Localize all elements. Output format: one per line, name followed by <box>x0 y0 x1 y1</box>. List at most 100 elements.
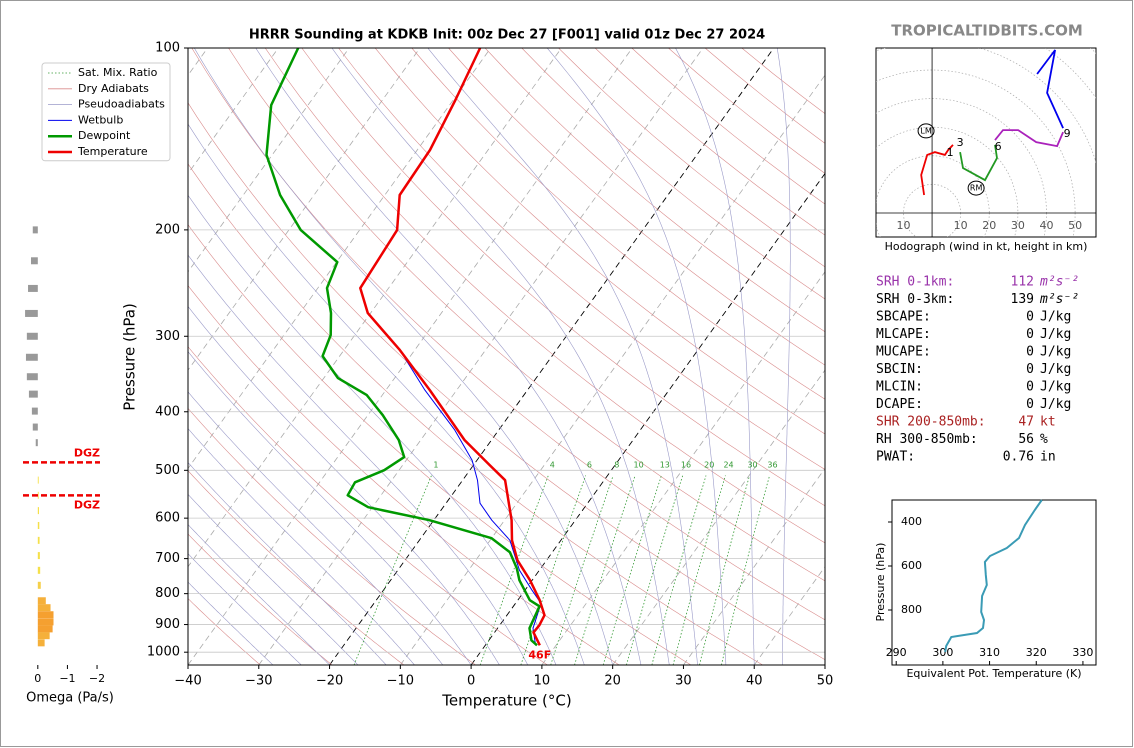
legend-label: Temperature <box>77 145 148 158</box>
x-tick-label: 50 <box>817 674 834 689</box>
mixing-ratio-label: 20 <box>704 461 714 470</box>
hodograph-tick-label: 40 <box>1040 219 1054 232</box>
omega-bar <box>37 566 41 574</box>
omega-bar <box>32 423 38 431</box>
index-label: SBCIN: <box>876 362 923 377</box>
isotherm <box>329 48 775 665</box>
omega-bar <box>26 332 38 340</box>
index-value: 0 <box>1026 310 1034 325</box>
index-unit: J/kg <box>1040 310 1071 325</box>
mixing-ratio-label: 10 <box>634 461 644 470</box>
omega-bar <box>37 597 46 605</box>
index-value: 0 <box>1026 327 1034 342</box>
omega-bar <box>37 552 40 560</box>
thetae-x-tick-label: 330 <box>1072 646 1093 659</box>
hodograph-tick-label: 30 <box>1011 219 1025 232</box>
mixing-ratio-label: 24 <box>723 461 733 470</box>
thetae-frame <box>891 499 1097 666</box>
omega-bar <box>37 604 51 612</box>
isotherm <box>188 48 633 665</box>
legend-label: Dewpoint <box>78 129 131 142</box>
index-unit: J/kg <box>1040 345 1071 360</box>
omega-bar <box>28 390 38 398</box>
pseudoadiabat <box>188 524 330 665</box>
hodograph: 10 10 20 30 40 50 13 6 9 LM RM <box>875 47 1097 238</box>
dry-adiabat <box>188 285 620 665</box>
omega-axis-label: Omega (Pa/s) <box>26 691 114 706</box>
x-tick-label: −30 <box>245 674 272 689</box>
profile-line <box>359 47 546 646</box>
x-axis-label: Temperature (°C) <box>441 692 571 710</box>
mixing-ratio-label: 30 <box>747 461 757 470</box>
index-value: 47 <box>1018 415 1034 430</box>
mixing-ratio-label: 8 <box>614 461 619 470</box>
index-unit: J/kg <box>1040 397 1071 412</box>
index-value: 0.76 <box>1003 450 1034 465</box>
omega-bar <box>35 439 38 447</box>
dry-adiabat <box>191 48 825 621</box>
omega-bar <box>37 521 40 529</box>
thetae-plot: 290 300 310 320 330 400 600 800 <box>886 499 1097 666</box>
storm-motion-label: LM <box>920 126 931 135</box>
mixing-ratio-label: 13 <box>660 461 670 470</box>
isotherm <box>188 48 421 371</box>
dry-adiabat <box>188 224 692 665</box>
dgz-label: DGZ <box>74 446 100 459</box>
dry-adiabat <box>264 48 825 544</box>
omega-bar <box>28 284 38 292</box>
omega-bar <box>37 536 40 544</box>
thetae-y-tick-label: 600 <box>901 559 922 572</box>
index-value: 0 <box>1026 397 1034 412</box>
pseudoadiabat <box>188 428 415 665</box>
dry-adiabat <box>188 470 405 665</box>
pseudoadiabat <box>188 351 472 665</box>
isotherm <box>188 48 492 470</box>
mixing-ratio-line <box>626 475 684 665</box>
y-tick-label: 700 <box>155 551 180 566</box>
pseudoadiabat <box>188 553 302 665</box>
dry-adiabat <box>411 48 825 400</box>
isotherm <box>470 172 825 665</box>
dgz-label: DGZ <box>74 498 100 511</box>
dry-adiabat <box>188 102 825 661</box>
legend-label: Pseudoadiabats <box>78 98 165 111</box>
dry-adiabat <box>301 48 825 507</box>
index-unit: kt <box>1040 415 1056 430</box>
pseudoadiabat <box>776 48 791 665</box>
index-unit: J/kg <box>1040 362 1071 377</box>
height-label: 6 <box>995 140 1002 153</box>
thetae-y-tick-label: 400 <box>901 515 922 528</box>
y-tick-label: 200 <box>155 222 180 237</box>
y-tick-label: 600 <box>155 511 180 526</box>
omega-bar <box>37 581 41 589</box>
mixing-ratio-line <box>602 475 662 665</box>
thetae-x-tick-label: 290 <box>886 646 907 659</box>
thetae-x-label: Equivalent Pot. Temperature (K) <box>906 667 1081 680</box>
hodograph-caption: Hodograph (wind in kt, height in km) <box>885 240 1088 253</box>
thetae-x-tick-label: 310 <box>979 646 1000 659</box>
index-label: MLCIN: <box>876 380 923 395</box>
hodograph-tick-label: 50 <box>1068 219 1082 232</box>
skewt-plot: 1 4 6 8 10 13 16 20 24 30 36 46F −40 −30 −20 −10 0 10 20 30… <box>147 41 834 689</box>
legend-label: Dry Adiabats <box>78 82 149 95</box>
omega-bar <box>37 639 45 647</box>
pseudoadiabat <box>675 48 755 665</box>
omega-bar <box>26 373 38 381</box>
omega-plot: DGZ DGZ 0 −1 −2 <box>23 226 105 685</box>
pseudoadiabat <box>188 581 274 665</box>
omega-bar <box>37 625 53 633</box>
mixing-ratio-line <box>672 475 726 665</box>
pseudoadiabat <box>188 254 528 665</box>
index-label: RH 300-850mb: <box>876 432 978 447</box>
index-unit: % <box>1040 432 1048 447</box>
y-axis-label: Pressure (hPa) <box>121 303 139 411</box>
pseudoadiabat <box>427 48 698 665</box>
hodograph-tick-label: 10 <box>954 219 968 232</box>
index-label: MUCAPE: <box>876 345 931 360</box>
dry-adiabat <box>448 48 825 366</box>
isotherm <box>188 48 350 273</box>
hodograph-line <box>920 144 954 196</box>
dry-adiabat <box>338 48 825 470</box>
index-value: 112 <box>1011 275 1034 290</box>
